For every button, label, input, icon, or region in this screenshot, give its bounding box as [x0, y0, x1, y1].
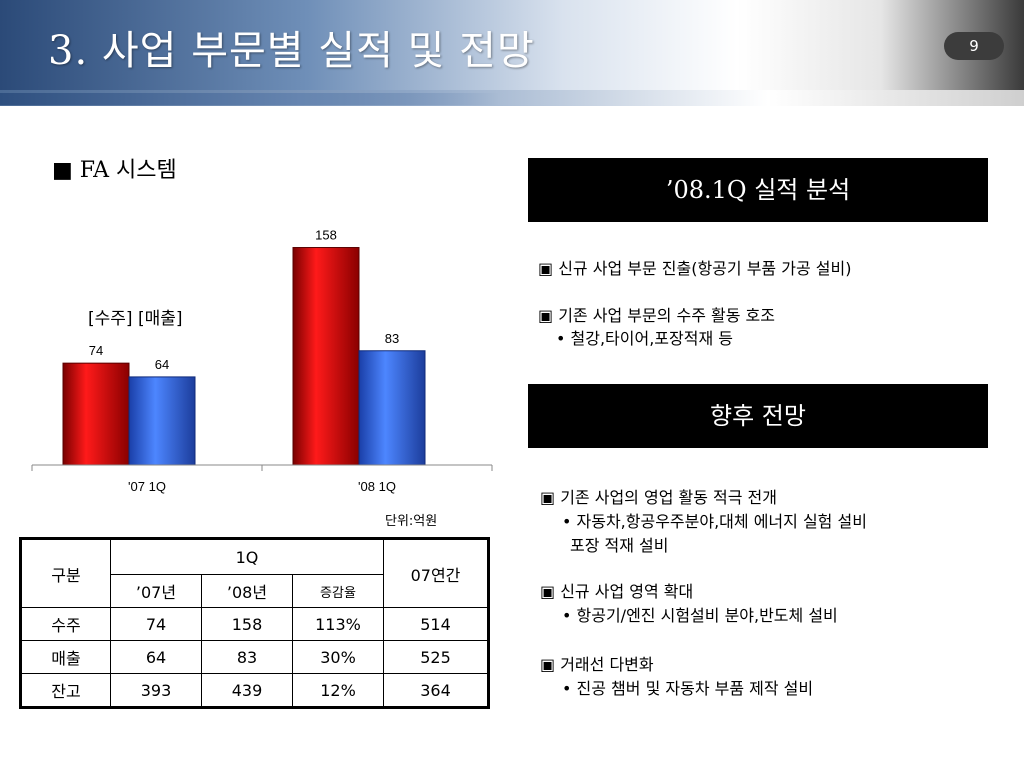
table-header-category: 구분	[20, 538, 111, 608]
table-row: 잔고 393 439 12% 364	[20, 673, 489, 708]
outlook-subitem: 포장 적재 설비	[570, 536, 669, 555]
table-row: 매출 64 83 30% 525	[20, 640, 489, 674]
table-header-change: 증감율	[292, 574, 384, 608]
table-header-y08: ’08년	[201, 574, 293, 608]
table-cell: 514	[383, 607, 489, 641]
table-cell: 158	[201, 607, 293, 641]
bar-order	[62, 362, 130, 466]
bar-sales	[128, 376, 196, 466]
page-title: 3. 사업 부문별 실적 및 전망	[48, 28, 535, 74]
unit-label: 단위:억원	[385, 514, 438, 529]
table-row: 수주 74 158 113% 514	[20, 607, 489, 641]
table-header-quarter: 1Q	[110, 538, 384, 575]
table-cell: 525	[383, 640, 489, 674]
table-cell: 잔고	[20, 673, 111, 708]
section-label: ■ FA 시스템	[52, 158, 177, 183]
outlook-item: ▣ 신규 사업 영역 확대	[540, 582, 694, 601]
outlook-subitem: • 항공기/엔진 시험설비 분야,반도체 설비	[562, 606, 838, 625]
bar-value-label: 74	[89, 343, 103, 358]
table-cell: 수주	[20, 607, 111, 641]
bar-sales	[358, 350, 426, 466]
outlook-subitem: • 자동차,항공우주분야,대체 에너지 실험 설비	[562, 512, 867, 531]
bar-order	[292, 247, 360, 466]
bar-value-label: 158	[315, 228, 337, 243]
x-tick-label: '07 1Q	[128, 479, 166, 494]
analysis-subitem: • 철강,타이어,포장적재 등	[556, 329, 733, 348]
bar-chart: 74 64 158 83 '07 1Q '08 1Q	[31, 228, 493, 494]
outlook-subitem: • 진공 챔버 및 자동차 부품 제작 설비	[562, 679, 814, 698]
table-header-y07: ’07년	[110, 574, 202, 608]
bar-value-label: 64	[155, 357, 169, 372]
chart-series-label: [수주] [매출]	[88, 309, 183, 329]
title-underline-accent	[0, 93, 500, 105]
table-cell: 30%	[292, 640, 384, 674]
analysis-item: ▣ 신규 사업 부문 진출(항공기 부품 가공 설비)	[538, 259, 852, 278]
title-banner	[0, 0, 1024, 96]
table-cell: 매출	[20, 640, 111, 674]
table-cell: 64	[110, 640, 202, 674]
x-tick-label: '08 1Q	[358, 479, 396, 494]
analysis-heading: ’08.1Q 실적 분석	[528, 158, 988, 222]
table-cell: 12%	[292, 673, 384, 708]
outlook-item: ▣ 거래선 다변화	[540, 655, 654, 674]
table-header-annual: 07연간	[383, 538, 489, 608]
table-cell: 113%	[292, 607, 384, 641]
outlook-item: ▣ 기존 사업의 영업 활동 적극 전개	[540, 488, 777, 507]
results-table: 구분 1Q 07연간 ’07년 ’08년 증감율 수주 74 158 113% …	[19, 537, 490, 709]
table-cell: 83	[201, 640, 293, 674]
table-cell: 393	[110, 673, 202, 708]
page-number-badge: 9	[944, 32, 1004, 60]
bar-value-label: 83	[385, 331, 399, 346]
outlook-heading: 향후 전망	[528, 384, 988, 448]
analysis-item: ▣ 기존 사업 부문의 수주 활동 호조	[538, 306, 775, 325]
table-cell: 439	[201, 673, 293, 708]
table-cell: 74	[110, 607, 202, 641]
table-cell: 364	[383, 673, 489, 708]
